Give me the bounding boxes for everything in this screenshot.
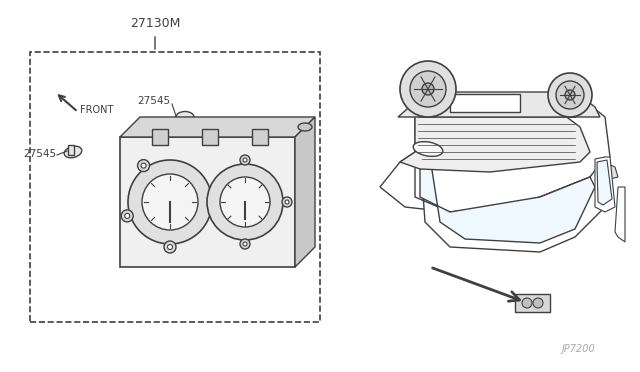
Polygon shape — [400, 112, 590, 172]
Text: JP7200: JP7200 — [561, 344, 595, 354]
Circle shape — [285, 200, 289, 204]
Circle shape — [522, 298, 532, 308]
Polygon shape — [615, 187, 625, 242]
Polygon shape — [595, 157, 615, 212]
Circle shape — [207, 164, 283, 240]
Circle shape — [240, 155, 250, 165]
Ellipse shape — [64, 146, 82, 158]
Text: 27545: 27545 — [137, 96, 170, 106]
Bar — [68, 145, 74, 155]
Polygon shape — [120, 117, 315, 137]
Circle shape — [128, 160, 212, 244]
Circle shape — [141, 163, 146, 168]
Bar — [152, 129, 168, 145]
Polygon shape — [597, 160, 612, 205]
Bar — [252, 129, 268, 145]
Circle shape — [243, 158, 247, 162]
Polygon shape — [398, 92, 600, 117]
Circle shape — [422, 83, 434, 95]
Polygon shape — [380, 97, 610, 212]
Circle shape — [164, 241, 176, 253]
Bar — [182, 120, 188, 125]
Ellipse shape — [298, 123, 312, 131]
Polygon shape — [602, 162, 618, 179]
Circle shape — [125, 214, 130, 218]
Bar — [30, 52, 320, 322]
Circle shape — [565, 90, 575, 100]
Circle shape — [142, 174, 198, 230]
Circle shape — [400, 61, 456, 117]
Circle shape — [556, 81, 584, 109]
Ellipse shape — [413, 142, 443, 156]
Bar — [450, 94, 520, 112]
Bar — [202, 129, 218, 145]
Circle shape — [282, 197, 292, 207]
Circle shape — [240, 239, 250, 249]
Circle shape — [168, 244, 173, 250]
Bar — [515, 294, 550, 312]
Circle shape — [138, 160, 150, 171]
Circle shape — [548, 73, 592, 117]
Polygon shape — [420, 157, 595, 243]
Text: 27130M: 27130M — [130, 17, 180, 30]
Text: 27545: 27545 — [23, 149, 56, 159]
Circle shape — [121, 210, 133, 222]
Circle shape — [533, 298, 543, 308]
Ellipse shape — [176, 112, 194, 122]
Polygon shape — [415, 152, 605, 252]
Polygon shape — [295, 117, 315, 267]
FancyBboxPatch shape — [120, 137, 295, 267]
Circle shape — [410, 71, 446, 107]
Text: FRONT: FRONT — [80, 105, 113, 115]
Circle shape — [220, 177, 270, 227]
Circle shape — [243, 242, 247, 246]
